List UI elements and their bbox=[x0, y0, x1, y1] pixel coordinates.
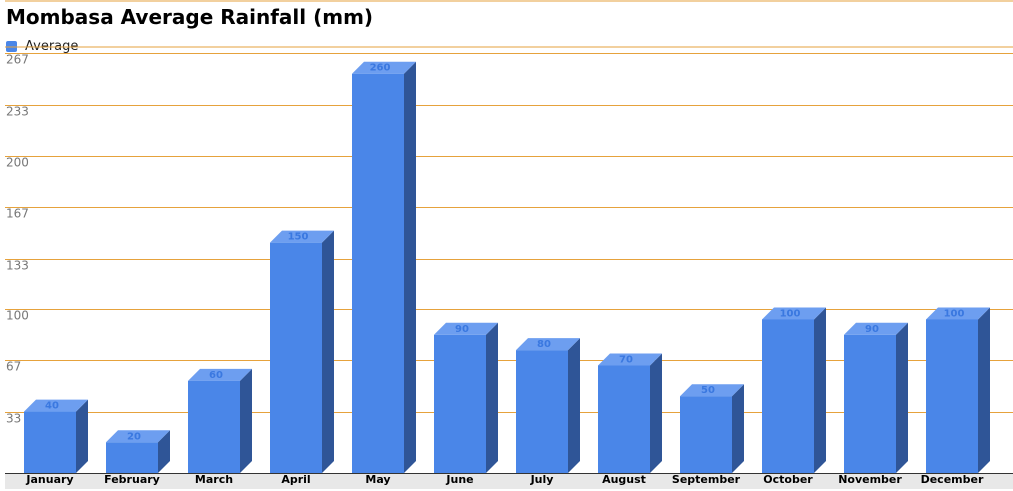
bar-top-august bbox=[598, 353, 662, 366]
data-label-july: 80 bbox=[537, 339, 551, 350]
bar-december bbox=[926, 319, 978, 473]
bar-february bbox=[106, 442, 158, 473]
bar-side-december bbox=[978, 307, 990, 473]
x-tick-label-may: May bbox=[365, 473, 390, 486]
bar-side-march bbox=[240, 368, 252, 473]
y-tick-label: 133 bbox=[6, 259, 29, 273]
x-tick-label-october: October bbox=[763, 473, 813, 486]
data-label-may: 260 bbox=[370, 63, 391, 74]
bar-november bbox=[844, 334, 896, 473]
bar-june bbox=[434, 334, 486, 473]
bar-january bbox=[24, 411, 76, 473]
data-label-august: 70 bbox=[619, 355, 633, 366]
bar-top-february bbox=[106, 430, 170, 443]
bar-july bbox=[516, 350, 568, 473]
data-label-october: 100 bbox=[780, 308, 801, 319]
bar-september bbox=[680, 396, 732, 473]
x-tick-label-november: November bbox=[838, 473, 902, 486]
bar-side-august bbox=[650, 353, 662, 473]
bar-side-february bbox=[158, 430, 170, 473]
y-tick-label: 100 bbox=[6, 309, 29, 323]
x-tick-label-august: August bbox=[602, 473, 646, 486]
data-label-april: 150 bbox=[288, 232, 309, 243]
x-tick-label-december: December bbox=[921, 473, 984, 486]
x-tick-label-april: April bbox=[281, 473, 310, 486]
y-tick-label: 200 bbox=[6, 156, 29, 170]
bar-march bbox=[188, 380, 240, 473]
y-tick-label: 167 bbox=[6, 207, 29, 221]
x-tick-label-january: January bbox=[25, 473, 73, 486]
data-label-june: 90 bbox=[455, 324, 469, 335]
bar-top-january bbox=[24, 399, 88, 412]
bar-august bbox=[598, 365, 650, 473]
legend: Average bbox=[6, 38, 78, 54]
chart-title: Mombasa Average Rainfall (mm) bbox=[6, 5, 374, 29]
chart-floor bbox=[5, 473, 1013, 489]
bar-top-november bbox=[844, 322, 908, 335]
bar-may bbox=[352, 73, 404, 474]
bar-top-september bbox=[680, 384, 744, 397]
y-tick-label: 233 bbox=[6, 105, 29, 119]
data-label-december: 100 bbox=[944, 308, 965, 319]
bar-top-july bbox=[516, 338, 580, 351]
x-tick-label-july: July bbox=[530, 473, 554, 486]
bar-side-november bbox=[896, 322, 908, 473]
x-tick-label-september: September bbox=[672, 473, 741, 486]
bar-side-may bbox=[404, 61, 416, 474]
legend-swatch-average bbox=[6, 40, 17, 52]
bar-top-april bbox=[270, 230, 334, 243]
data-label-march: 60 bbox=[209, 370, 223, 381]
data-label-november: 90 bbox=[865, 324, 879, 335]
bar-side-june bbox=[486, 322, 498, 473]
bar-top-june bbox=[434, 322, 498, 335]
bar-top-may bbox=[352, 61, 416, 74]
bar-april bbox=[270, 242, 322, 473]
bar-side-april bbox=[322, 230, 334, 473]
bar-top-october bbox=[762, 307, 826, 320]
x-tick-label-june: June bbox=[445, 473, 473, 486]
data-label-february: 20 bbox=[127, 431, 141, 442]
bar-side-september bbox=[732, 384, 744, 473]
bar-side-october bbox=[814, 307, 826, 473]
bar-october bbox=[762, 319, 814, 473]
y-tick-label: 67 bbox=[6, 360, 21, 374]
bar-side-july bbox=[568, 338, 580, 473]
y-tick-label: 267 bbox=[6, 53, 29, 67]
data-label-january: 40 bbox=[45, 401, 59, 412]
bar-top-december bbox=[926, 307, 990, 320]
bar-side-january bbox=[76, 399, 88, 473]
x-tick-label-february: February bbox=[104, 473, 160, 486]
legend-label-average: Average bbox=[25, 38, 79, 54]
x-tick-label-march: March bbox=[195, 473, 233, 486]
data-label-september: 50 bbox=[701, 385, 715, 396]
bar-top-march bbox=[188, 368, 252, 381]
y-tick-label: 33 bbox=[6, 412, 21, 426]
